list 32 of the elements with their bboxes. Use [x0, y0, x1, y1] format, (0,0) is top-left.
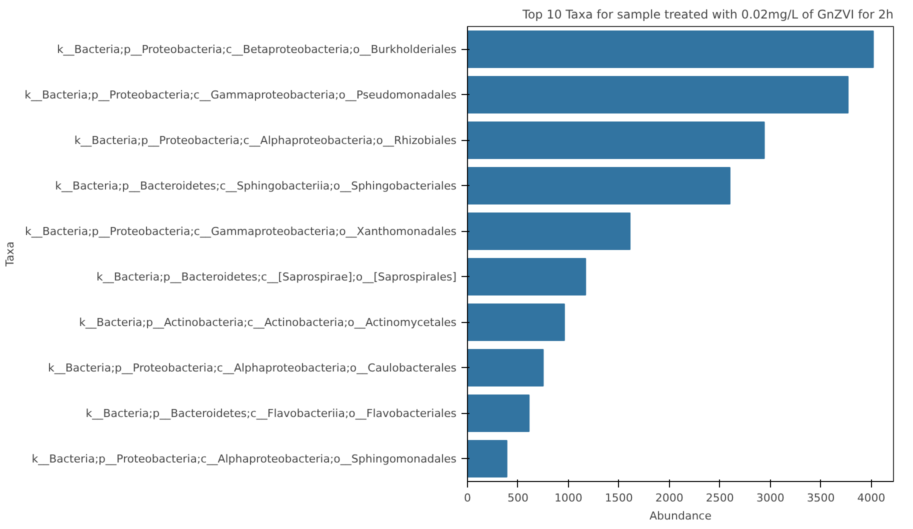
- x-tick-label: 3000: [756, 492, 784, 504]
- y-axis-title: Taxa: [4, 242, 17, 268]
- y-tick-label: k__Bacteria;p__Proteobacteria;c__Betaproteobacteria;o__Burkholderiales: [56, 42, 457, 56]
- y-tick-label: k__Bacteria;p__Proteobacteria;c__Gammaproteobacteria;o__Xanthomonadales: [24, 224, 457, 238]
- x-tick-label: 500: [507, 492, 528, 504]
- y-tick-label: k__Bacteria;p__Proteobacteria;c__Alphaproteobacteria;o__Rhizobiales: [74, 134, 457, 147]
- x-tick-label: 1500: [604, 492, 633, 504]
- chart-title: Top 10 Taxa for sample treated with 0.02mg/L of GnZVI for 2h: [522, 8, 894, 22]
- y-tick-label: k__Bacteria;p__Proteobacteria;c__Gammaproteobacteria;o__Pseudomonadales: [24, 88, 457, 102]
- x-tick-label: 1000: [554, 492, 582, 504]
- x-axis-title: Abundance: [650, 510, 712, 522]
- x-tick-label: 0: [464, 492, 471, 504]
- bar: [468, 394, 530, 432]
- y-tick-label: k__Bacteria;p__Proteobacteria;c__Alphaproteobacteria;o__Caulobacterales: [48, 361, 457, 374]
- x-tick-label: 2000: [655, 492, 684, 504]
- bar: [468, 212, 631, 250]
- bar: [468, 30, 874, 68]
- x-tick-label: 4000: [857, 492, 886, 504]
- bar: [468, 440, 508, 478]
- bar: [468, 122, 765, 159]
- bar: [468, 304, 565, 341]
- bar: [468, 167, 730, 204]
- y-tick-label: k__Bacteria;p__Bacteroidetes;c__Flavobacteriia;o__Flavobacteriales: [86, 406, 457, 420]
- y-tick-label: k__Bacteria;p__Bacteroidetes;c__[Saprospirae];o__[Saprospirales]: [96, 270, 456, 284]
- y-tick-label: k__Bacteria;p__Bacteroidetes;c__Sphingobacteriia;o__Sphingobacteriales: [55, 179, 457, 192]
- x-tick-label: 3500: [806, 492, 835, 504]
- bar: [468, 349, 544, 386]
- x-tick-label: 2500: [706, 492, 734, 504]
- bar: [468, 76, 849, 114]
- y-tick-label: k__Bacteria;p__Proteobacteria;c__Alphaproteobacteria;o__Sphingomonadales: [32, 452, 457, 466]
- bar: [468, 258, 586, 296]
- y-tick-label: k__Bacteria;p__Actinobacteria;c__Actinobacteria;o__Actinomycetales: [79, 316, 457, 329]
